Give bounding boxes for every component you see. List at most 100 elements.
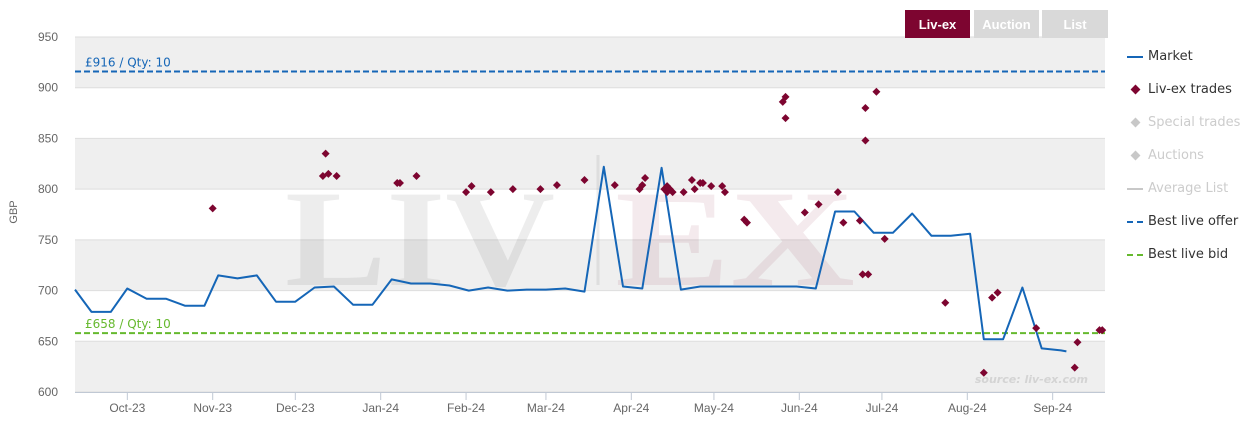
legend-label: Best live offer [1148,214,1239,229]
trade-point [742,218,751,227]
x-tick-label: Feb-24 [447,401,485,415]
legend-item-special-trades[interactable]: Special trades [1127,106,1242,139]
tab-liv-ex[interactable]: Liv-ex [905,10,970,38]
watermark-liv: LIV [285,162,555,315]
y-axis: 600 650 700 750 800 850 900 950 [38,30,58,399]
x-axis: Oct-23 Nov-23 Dec-23 Jan-24 Feb-24 Mar-24 Apr-… [75,392,1105,415]
plot-band [75,239,1105,291]
plot-band [75,37,1105,88]
trade-point [1098,326,1107,335]
trade-point [462,188,471,197]
x-tick-label: Aug-24 [948,401,987,415]
best-live-bid-label: £658 / Qty: 10 [85,317,171,331]
legend-symbol [1127,187,1143,190]
trade-point [395,179,404,188]
trade-point [781,92,790,101]
trade-point [321,149,330,158]
y-tick-label: 800 [38,182,58,196]
diamond-marker [1130,117,1140,128]
tab-list[interactable]: List [1042,10,1108,38]
trade-point [861,136,870,145]
y-tick-label: 600 [38,385,58,399]
market-line [74,165,1067,353]
trade-point [208,204,217,213]
legend-symbol [1127,150,1143,161]
legend-symbol [1127,220,1143,223]
trade-point [508,185,517,194]
trade-point [864,270,873,279]
legend-item-market[interactable]: Market [1127,40,1242,73]
y-tick-label: 950 [38,30,58,44]
legend-label: Market [1148,49,1193,64]
trade-point [880,234,889,243]
trade-point [698,179,707,188]
trade-point [800,208,809,217]
legend-item-auctions[interactable]: Auctions [1127,139,1242,172]
x-tick-label: Jul-24 [866,401,899,415]
trade-point [412,171,421,180]
trade-point [941,298,950,307]
reference-lines: £916 / Qty: 10 £658 / Qty: 10 [75,55,1105,335]
trade-point [855,216,864,225]
legend-item-average-list[interactable]: Average List [1127,172,1242,205]
y-axis-title: GBP [8,200,20,223]
legend-item-best-live-bid[interactable]: Best live bid [1127,238,1242,271]
legend-label: Best live bid [1148,247,1229,262]
trade-point [839,218,848,227]
diamond-marker [1130,84,1140,95]
series-layer [74,87,1107,377]
diamond-marker [1130,150,1140,161]
trade-point [720,188,729,197]
legend-item-best-live-offer[interactable]: Best live offer [1127,205,1242,238]
trade-point [324,169,333,178]
trade-point [833,188,842,197]
line-marker [1127,55,1143,58]
best-live-offer-label: £916 / Qty: 10 [85,55,171,69]
trade-point [610,181,619,190]
tab-auction[interactable]: Auction [974,10,1039,38]
x-tick-label: Dec-23 [276,401,315,415]
legend-label: Auctions [1148,148,1204,163]
legend-symbol [1127,84,1143,95]
y-tick-label: 900 [38,81,58,95]
y-tick-label: 650 [38,334,58,348]
trade-point [781,114,790,123]
line-marker [1127,220,1143,223]
legend-item-liv-ex-trades[interactable]: Liv-ex trades [1127,73,1242,106]
source-note: source: liv-ex.com [975,373,1088,386]
legend-label: Special trades [1148,115,1241,130]
y-tick-label: 750 [38,233,58,247]
legend-symbol [1127,55,1143,58]
plot-band [75,138,1105,190]
x-tick-label: Sep-24 [1033,401,1072,415]
trade-point [1070,363,1079,372]
trade-point [1073,338,1082,347]
y-tick-label: 850 [38,131,58,145]
trade-point [690,185,699,194]
x-tick-label: Mar-24 [527,401,565,415]
trade-point [638,181,647,190]
legend-symbol [1127,253,1143,256]
trade-point [668,188,677,197]
x-tick-label: Oct-23 [109,401,145,415]
legend-label: Liv-ex trades [1148,82,1232,97]
line-marker [1127,187,1143,190]
plot-band [75,341,1105,392]
x-tick-label: Apr-24 [613,401,649,415]
trade-point [641,173,650,182]
x-tick-label: Nov-23 [193,401,232,415]
trade-point [858,270,867,279]
trade-point [993,288,1002,297]
trade-point [552,181,561,190]
trade-point [467,182,476,191]
trade-point [861,104,870,112]
trade-point [536,185,545,194]
watermark: LIV EX [285,155,855,315]
trade-point [814,200,823,209]
x-tick-label: Jan-24 [362,401,399,415]
legend: Market Liv-ex trades Special trades Auction… [1127,40,1242,271]
x-tick-label: Jun-24 [781,401,818,415]
trade-point [979,368,988,377]
trade-point [1032,324,1041,333]
